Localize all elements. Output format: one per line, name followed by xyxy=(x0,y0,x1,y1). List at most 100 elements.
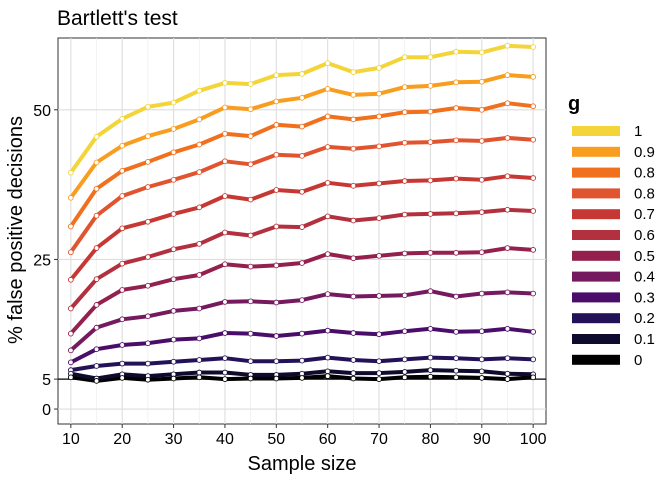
data-point xyxy=(401,369,408,375)
data-point xyxy=(119,287,126,293)
legend-label: 0.1 xyxy=(634,331,655,348)
legend-key xyxy=(572,126,620,136)
data-point xyxy=(427,177,434,184)
data-point xyxy=(247,161,254,168)
x-tick-label: 10 xyxy=(62,431,80,448)
data-point xyxy=(299,123,305,130)
data-point xyxy=(530,175,537,181)
data-point xyxy=(453,367,459,374)
data-point xyxy=(504,72,511,78)
series-points xyxy=(67,42,537,384)
data-point xyxy=(299,224,305,230)
data-point xyxy=(324,86,331,92)
data-point xyxy=(401,178,408,184)
data-point xyxy=(247,330,254,337)
data-point xyxy=(376,180,382,187)
data-point xyxy=(299,260,305,266)
data-point xyxy=(222,330,228,336)
data-point xyxy=(196,87,203,94)
data-point xyxy=(376,90,382,97)
data-point xyxy=(196,272,203,278)
data-point xyxy=(273,98,280,105)
data-point xyxy=(222,355,228,362)
data-point xyxy=(350,69,357,75)
data-point xyxy=(504,325,511,332)
data-point xyxy=(453,374,459,381)
legend-label: 0.8 xyxy=(634,165,655,182)
data-point xyxy=(376,376,382,382)
x-tick-label: 80 xyxy=(422,431,440,448)
data-point xyxy=(401,292,408,299)
data-point xyxy=(504,173,511,180)
data-point xyxy=(453,293,459,300)
chart-title: Bartlett's test xyxy=(57,7,178,30)
data-point xyxy=(299,94,305,101)
data-point xyxy=(427,108,434,115)
data-point xyxy=(67,223,74,230)
data-point xyxy=(222,104,228,111)
data-point xyxy=(170,375,177,382)
data-point xyxy=(324,113,331,120)
data-point xyxy=(350,370,357,376)
y-tick-label: 25 xyxy=(33,252,51,269)
x-tick-label: 30 xyxy=(165,431,183,448)
data-point xyxy=(222,80,228,86)
y-tick-label: 50 xyxy=(33,103,51,120)
data-point xyxy=(324,251,331,257)
data-point xyxy=(376,65,382,71)
data-point xyxy=(145,376,151,383)
data-point xyxy=(299,375,305,381)
data-point xyxy=(299,71,305,77)
data-point xyxy=(401,84,408,90)
data-point xyxy=(93,212,100,219)
data-point xyxy=(401,328,408,335)
data-point xyxy=(170,126,177,132)
legend-key xyxy=(572,354,620,365)
x-tick-label: 40 xyxy=(216,431,234,448)
data-point xyxy=(119,142,126,149)
data-point xyxy=(67,347,74,354)
data-point xyxy=(299,153,305,159)
data-point xyxy=(478,106,485,113)
data-point xyxy=(478,49,485,56)
data-point xyxy=(145,103,151,110)
legend-key xyxy=(572,146,620,157)
data-point xyxy=(376,143,382,150)
data-point xyxy=(376,293,382,299)
data-point xyxy=(401,54,408,61)
data-point xyxy=(247,298,254,305)
data-point xyxy=(478,290,485,297)
data-point xyxy=(350,357,357,363)
data-point xyxy=(145,218,151,225)
data-point xyxy=(93,276,100,283)
data-point xyxy=(478,375,485,381)
data-point xyxy=(273,262,280,269)
legend-label: 0.4 xyxy=(634,269,655,286)
data-point xyxy=(67,194,74,201)
data-point xyxy=(93,346,100,353)
y-axis-ticks: 0 5 25 50 xyxy=(33,103,58,419)
data-point xyxy=(478,176,485,183)
data-point xyxy=(273,151,280,158)
x-tick-label: 50 xyxy=(267,431,285,448)
data-point xyxy=(222,261,228,268)
data-point xyxy=(427,325,434,332)
data-point xyxy=(401,139,408,146)
y-tick-label: 0 xyxy=(42,402,51,419)
data-point xyxy=(119,360,126,367)
legend-key xyxy=(572,313,620,324)
data-point xyxy=(530,328,537,335)
legend-key xyxy=(572,250,620,261)
data-point xyxy=(67,169,74,176)
data-point xyxy=(427,367,434,373)
data-point xyxy=(145,254,151,260)
data-point xyxy=(324,213,331,220)
data-point xyxy=(247,375,254,382)
data-point xyxy=(67,276,74,283)
data-point xyxy=(273,333,280,339)
data-point xyxy=(324,373,331,379)
legend-key xyxy=(572,209,620,220)
data-point xyxy=(170,99,177,106)
data-point xyxy=(170,176,177,183)
data-point xyxy=(376,252,382,259)
